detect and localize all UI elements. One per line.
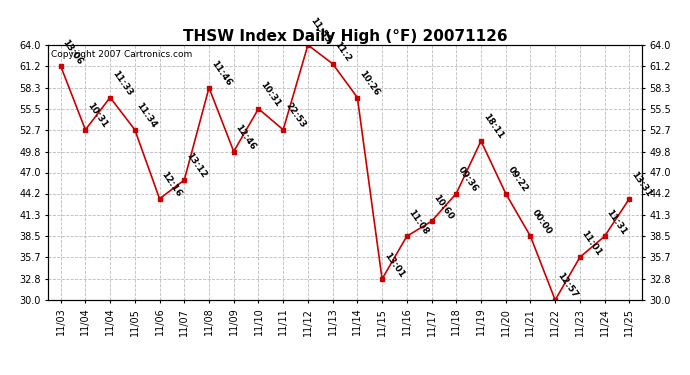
Text: 10:31: 10:31 [86, 101, 109, 130]
Text: 11:08: 11:08 [407, 208, 431, 236]
Text: 22:53: 22:53 [283, 101, 307, 130]
Text: 11:2: 11:2 [333, 40, 353, 64]
Text: 11:31: 11:31 [604, 208, 629, 236]
Text: 10:31: 10:31 [259, 80, 282, 109]
Text: 12:46: 12:46 [234, 123, 257, 152]
Text: 00:00: 00:00 [531, 208, 554, 236]
Text: 11:55: 11:55 [308, 16, 332, 45]
Text: 12:16: 12:16 [159, 170, 184, 199]
Text: 10:26: 10:26 [357, 69, 381, 98]
Title: THSW Index Daily High (°F) 20071126: THSW Index Daily High (°F) 20071126 [183, 29, 507, 44]
Text: Copyright 2007 Cartronics.com: Copyright 2007 Cartronics.com [51, 50, 193, 59]
Text: 11:46: 11:46 [209, 59, 233, 88]
Text: 10:60: 10:60 [431, 193, 455, 221]
Text: 12:57: 12:57 [555, 271, 579, 300]
Text: 11:01: 11:01 [580, 229, 604, 257]
Text: 11:34: 11:34 [135, 101, 159, 130]
Text: 09:22: 09:22 [506, 165, 529, 194]
Text: 13:12: 13:12 [184, 152, 208, 180]
Text: 11:33: 11:33 [110, 69, 134, 98]
Text: 18:11: 18:11 [481, 112, 505, 141]
Text: 13:06: 13:06 [61, 38, 84, 66]
Text: 13:31: 13:31 [629, 170, 653, 199]
Text: 09:36: 09:36 [456, 165, 480, 194]
Text: 13:01: 13:01 [382, 251, 406, 279]
